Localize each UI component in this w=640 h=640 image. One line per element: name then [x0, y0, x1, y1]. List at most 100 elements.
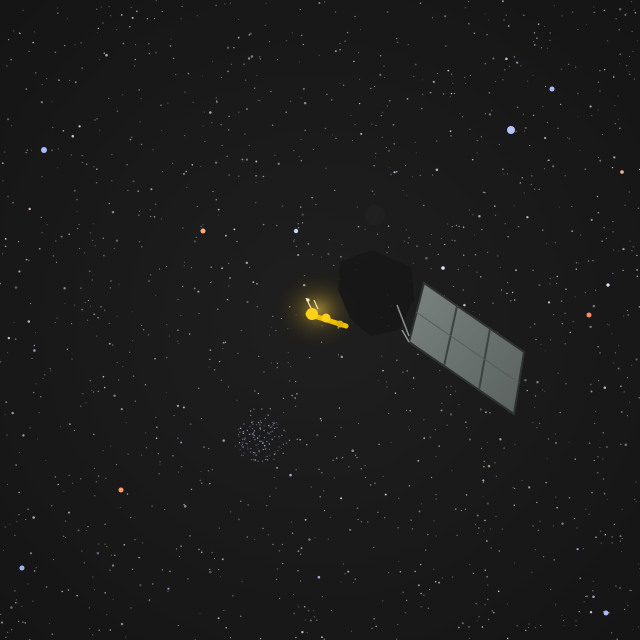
cluster-star [272, 424, 274, 426]
star [558, 206, 560, 208]
star [90, 305, 92, 307]
star [420, 563, 422, 566]
star [184, 261, 185, 263]
star [97, 317, 99, 319]
star [31, 357, 33, 359]
star [237, 352, 239, 354]
star [201, 550, 203, 552]
star [526, 216, 529, 219]
star [611, 333, 613, 335]
star [588, 513, 590, 516]
star [177, 471, 179, 473]
star [172, 57, 175, 60]
star [536, 427, 538, 429]
star [33, 570, 36, 572]
star [282, 411, 285, 414]
star [481, 228, 483, 231]
star [80, 478, 82, 480]
star [326, 93, 328, 96]
star [617, 95, 619, 97]
star [550, 339, 552, 341]
star [315, 203, 317, 206]
bright-star [200, 228, 206, 234]
star [259, 100, 261, 102]
star [528, 486, 531, 489]
star [465, 494, 468, 496]
star [303, 605, 306, 608]
star [507, 236, 509, 238]
star [523, 130, 525, 132]
star [41, 175, 43, 178]
cluster-star [238, 442, 241, 444]
cluster-star [268, 448, 270, 450]
star [377, 380, 379, 382]
star [196, 15, 198, 17]
star [293, 149, 295, 152]
star [18, 241, 20, 243]
star [238, 518, 240, 521]
star [236, 399, 238, 401]
star [160, 104, 162, 107]
star [257, 99, 259, 101]
star [543, 136, 547, 140]
star [0, 613, 2, 615]
star [425, 549, 427, 551]
star [172, 162, 174, 164]
star [632, 246, 634, 248]
star [156, 426, 158, 428]
star [567, 137, 569, 139]
star [629, 73, 631, 75]
star [318, 54, 320, 56]
star [177, 340, 179, 342]
bright-star [606, 283, 610, 287]
star [275, 487, 277, 489]
star [224, 3, 226, 5]
star [358, 102, 361, 105]
star [226, 298, 229, 301]
star [451, 239, 453, 241]
cluster-star [266, 455, 268, 457]
star [33, 391, 35, 394]
star [2, 549, 4, 551]
star [57, 12, 59, 14]
star [494, 462, 496, 464]
star [592, 590, 594, 592]
star [211, 121, 213, 124]
star [150, 215, 152, 218]
star [388, 167, 390, 169]
star [6, 65, 8, 67]
star [189, 535, 191, 537]
star [96, 551, 100, 555]
star [103, 254, 105, 257]
star [95, 8, 98, 11]
star [54, 51, 57, 54]
star [476, 514, 479, 517]
star [588, 442, 591, 444]
star [289, 473, 292, 477]
star [404, 612, 407, 614]
star [354, 15, 356, 18]
star [631, 30, 633, 33]
star [450, 385, 452, 388]
star [271, 124, 274, 126]
star [515, 61, 519, 64]
star [529, 144, 531, 147]
cluster-star [259, 424, 261, 426]
star [73, 189, 76, 192]
star [130, 607, 132, 609]
star [350, 630, 353, 632]
star [612, 362, 615, 364]
star [458, 626, 460, 628]
star [300, 139, 302, 141]
star [140, 143, 143, 146]
star [636, 275, 639, 278]
star [290, 100, 292, 102]
star [78, 125, 81, 128]
star [7, 195, 9, 197]
star [546, 121, 549, 124]
star [550, 588, 552, 590]
star [354, 578, 357, 581]
star [312, 148, 314, 150]
star [10, 58, 12, 61]
